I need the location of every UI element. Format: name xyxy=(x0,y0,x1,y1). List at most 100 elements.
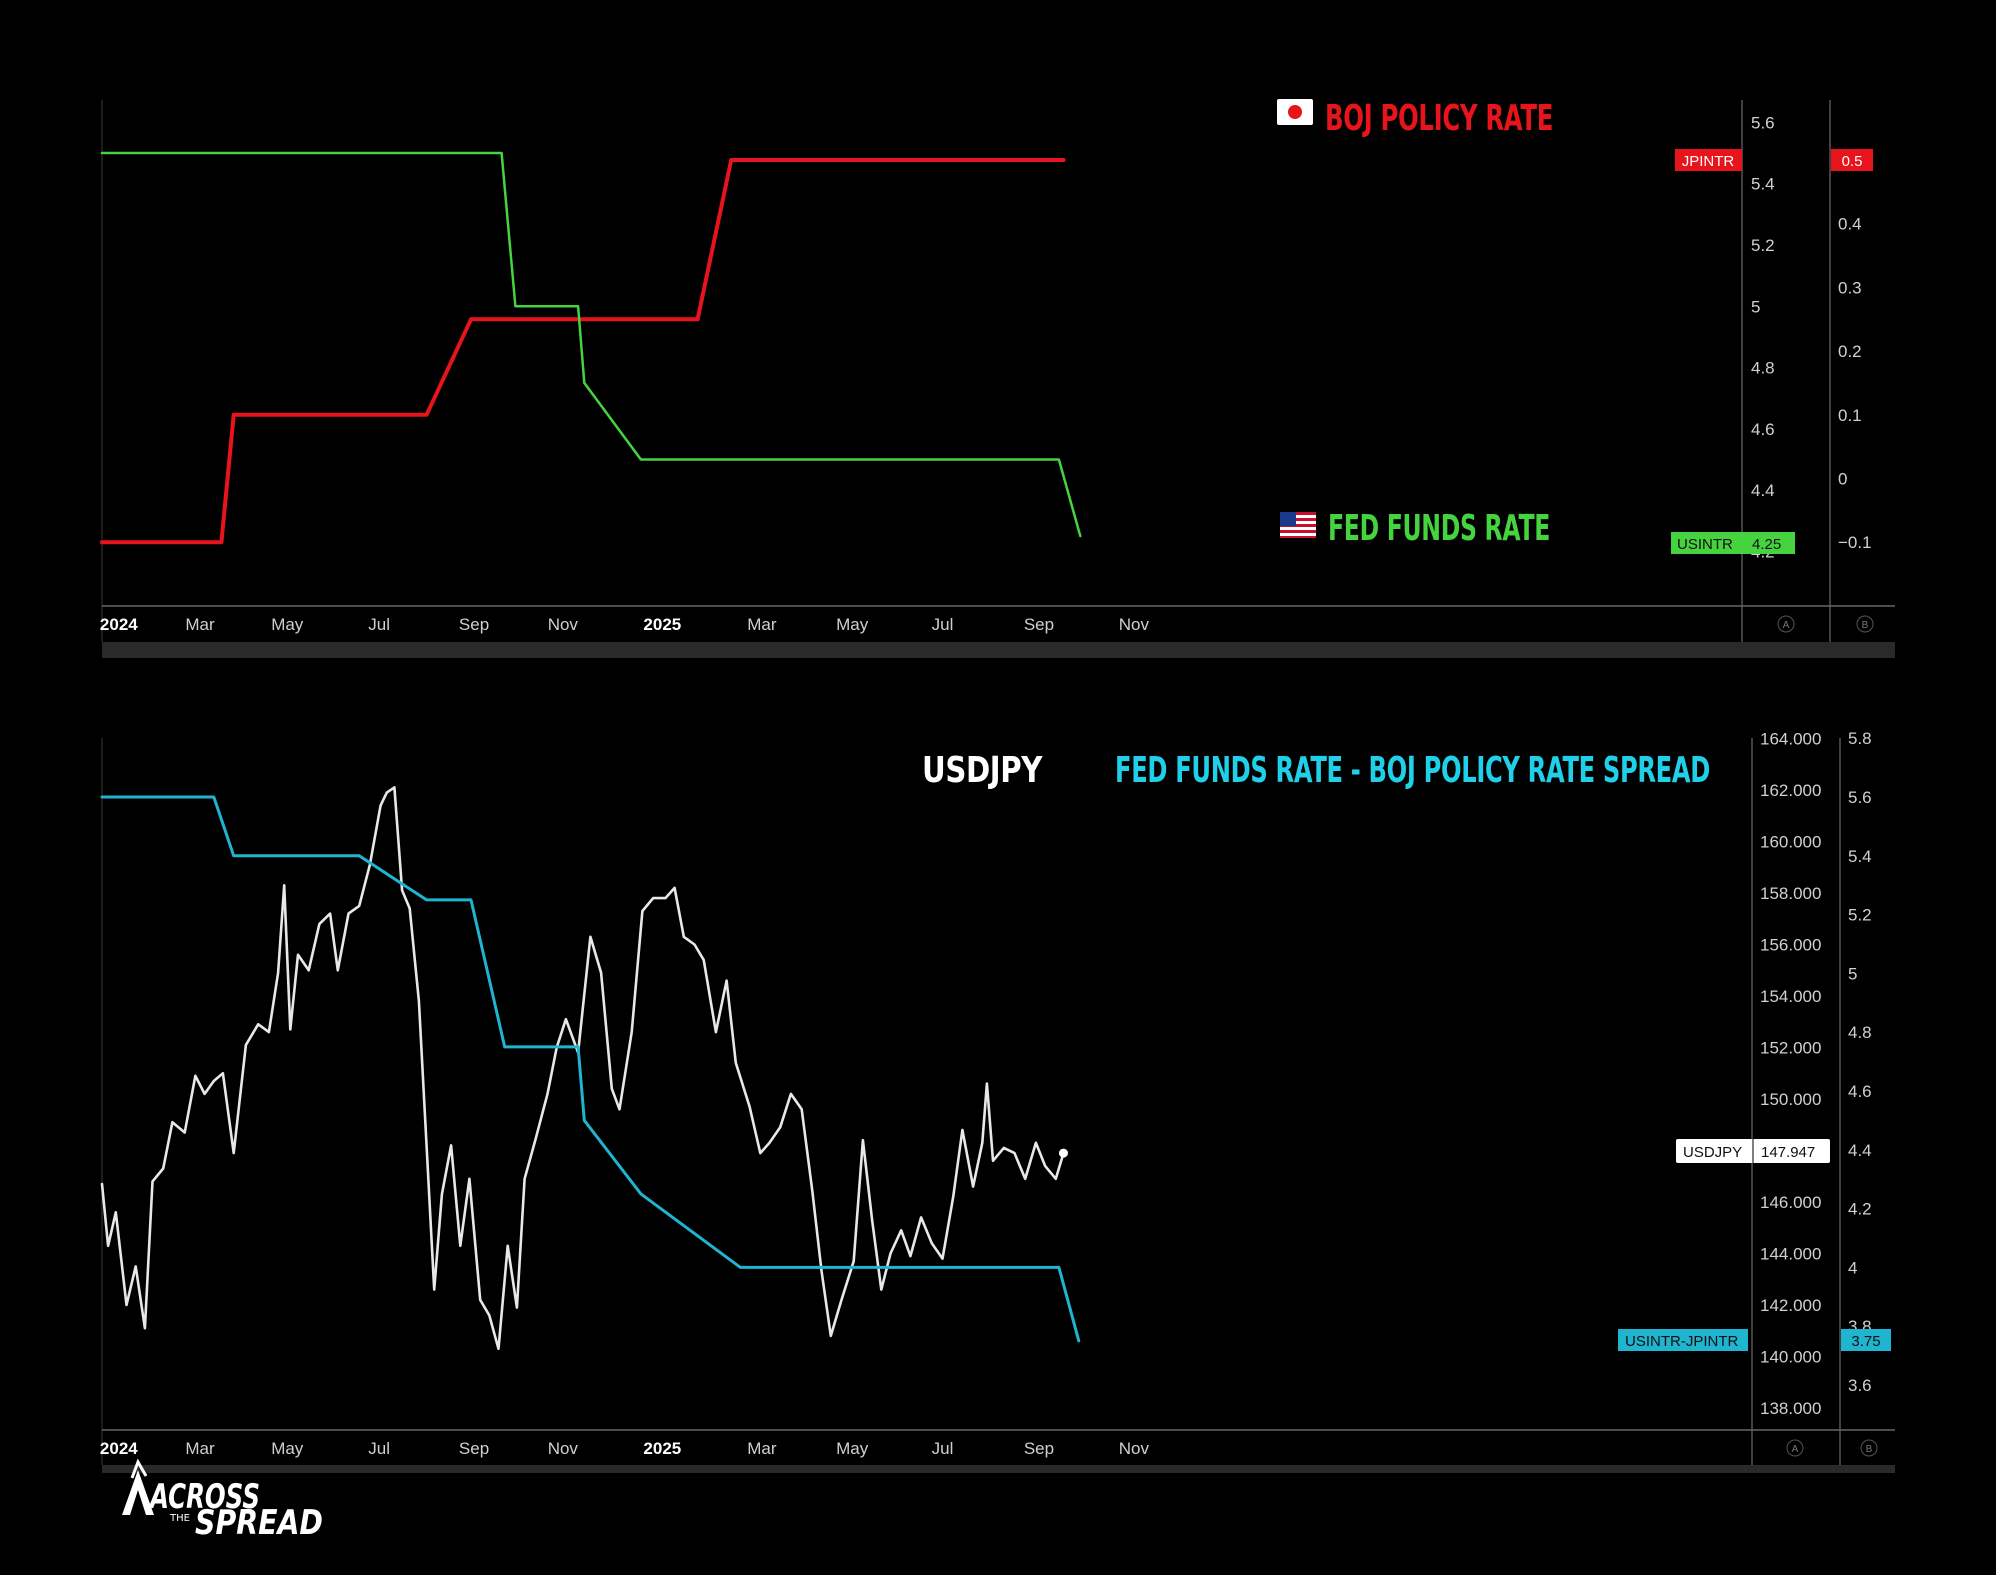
svg-text:A: A xyxy=(1792,1444,1799,1455)
axis-b-tick-label: 4 xyxy=(1848,1258,1857,1277)
axis-b-tick-label: 5.6 xyxy=(1848,788,1872,807)
spread-value-tag: 3.75 xyxy=(1841,1329,1891,1351)
svg-text:SPREAD: SPREAD xyxy=(195,1503,323,1543)
time-axis-label: May xyxy=(271,1439,304,1458)
panel2-axis-a: 164.000 162.000 160.000 158.000 156.000 154.0… xyxy=(1760,730,1821,1419)
svg-text:B: B xyxy=(1862,620,1869,631)
time-axis-label: 2025 xyxy=(643,615,681,634)
time-axis-label: Sep xyxy=(459,615,489,634)
time-axis-label: 2024 xyxy=(100,1439,138,1458)
axis-a-tick-label: 5.4 xyxy=(1751,175,1775,194)
axis-a-tick-label: 142.000 xyxy=(1760,1296,1821,1315)
axis-a-tick-label: 5.6 xyxy=(1751,113,1775,132)
panel1-axis-b: 0.5 0.4 0.3 0.2 0.1 0 −0.1 xyxy=(1838,151,1872,552)
jpintr-value-tag: 0.5 xyxy=(1831,149,1873,171)
panel1-bottom-bar xyxy=(102,642,1895,658)
axis-a-tick-label: 5 xyxy=(1751,297,1760,316)
axis-a-tick-label: 144.000 xyxy=(1760,1245,1821,1264)
fed-title: FED FUNDS RATE xyxy=(1328,508,1550,549)
us-flag-icon xyxy=(1280,512,1316,538)
axis-b-tick-label: 5.4 xyxy=(1848,847,1872,866)
svg-text:147.947: 147.947 xyxy=(1761,1144,1815,1161)
axis-a-tick-label: 4.4 xyxy=(1751,481,1775,500)
panel1-scale-b-button[interactable]: B xyxy=(1856,615,1874,633)
time-axis-label: Jul xyxy=(368,1439,390,1458)
panel1-series xyxy=(100,151,1082,545)
axis-b-tick-label: 4.8 xyxy=(1848,1023,1872,1042)
time-axis-label: May xyxy=(836,615,869,634)
svg-text:USDJPY: USDJPY xyxy=(1683,1144,1742,1161)
time-axis-label: Sep xyxy=(459,1439,489,1458)
svg-text:ACROSS: ACROSS xyxy=(148,1477,260,1517)
axis-a-tick-label: 162.000 xyxy=(1760,781,1821,800)
usdjpy-last-point xyxy=(1058,1148,1068,1158)
axis-a-tick-label: 140.000 xyxy=(1760,1348,1821,1367)
time-axis-label: Sep xyxy=(1024,1439,1054,1458)
time-axis-label: 2025 xyxy=(643,1439,681,1458)
axis-a-tick-label: 164.000 xyxy=(1760,730,1821,749)
axis-a-tick-label: 5.2 xyxy=(1751,236,1775,255)
time-axis-label: May xyxy=(836,1439,869,1458)
time-axis-label: Jul xyxy=(932,1439,954,1458)
svg-text:4.25: 4.25 xyxy=(1752,536,1781,553)
svg-text:0.5: 0.5 xyxy=(1842,153,1863,170)
panel1-time-axis: 2024 Mar May Jul Sep Nov 2025 Mar May Jul Sep Nov xyxy=(100,615,1150,634)
axis-b-tick-label: 0.1 xyxy=(1838,406,1862,425)
axis-a-tick-label: 152.000 xyxy=(1760,1039,1821,1058)
axis-a-tick-label: 4.8 xyxy=(1751,359,1775,378)
time-axis-label: Mar xyxy=(185,615,215,634)
series-line-jpintr xyxy=(100,158,1066,545)
panel1-axis-a: 5.65.45.254.84.64.44.2 xyxy=(1751,113,1775,561)
time-axis-label: Nov xyxy=(548,615,579,634)
panel-rates: 5.65.45.254.84.64.44.2 0.50.40.30.20.10−… xyxy=(100,98,1895,658)
time-axis-label: Mar xyxy=(747,1439,777,1458)
time-axis-label: May xyxy=(271,615,304,634)
spread-tag: USINTR-JPINTR xyxy=(1618,1329,1748,1351)
axis-a-tick-label: 138.000 xyxy=(1760,1399,1821,1418)
axis-a-tick-label: 150.000 xyxy=(1760,1090,1821,1109)
panel2-scale-a-button[interactable]: A xyxy=(1786,1439,1804,1457)
svg-text:3.75: 3.75 xyxy=(1851,1333,1880,1350)
axis-b-tick-label: 4.2 xyxy=(1848,1200,1872,1219)
panel2-series xyxy=(100,786,1081,1351)
time-axis-label: Nov xyxy=(1119,615,1150,634)
panel2-bottom-bar xyxy=(102,1465,1895,1473)
usdjpy-title: USDJPY xyxy=(922,750,1043,791)
svg-text:USINTR-JPINTR: USINTR-JPINTR xyxy=(1625,1333,1738,1350)
axis-b-tick-label: 3.6 xyxy=(1848,1376,1872,1395)
svg-text:B: B xyxy=(1866,1444,1873,1455)
panel-usdjpy: 164.000 162.000 160.000 158.000 156.000 154.0… xyxy=(100,729,1895,1473)
time-axis-label: Mar xyxy=(747,615,777,634)
time-axis-label: Mar xyxy=(185,1439,215,1458)
axis-b-tick-label: 4.6 xyxy=(1848,1082,1872,1101)
axis-b-tick-label: −0.1 xyxy=(1838,533,1872,552)
axis-b-tick-label: 4.4 xyxy=(1848,1141,1872,1160)
axis-a-tick-label: 154.000 xyxy=(1760,987,1821,1006)
axis-a-tick-label: 160.000 xyxy=(1760,833,1821,852)
time-axis-label: Nov xyxy=(548,1439,579,1458)
axis-b-tick-label: 5.8 xyxy=(1848,729,1872,748)
japan-flag-icon xyxy=(1277,99,1313,125)
svg-text:A: A xyxy=(1783,620,1790,631)
usintr-tag: USINTR 4.25 xyxy=(1671,532,1795,554)
across-the-spread-logo: ACROSS THE SPREAD xyxy=(122,1458,323,1543)
series-line-usintr-jpintr xyxy=(100,795,1081,1343)
series-line-usdjpy xyxy=(100,786,1065,1351)
time-axis-label: Jul xyxy=(368,615,390,634)
axis-a-tick-label: 4.6 xyxy=(1751,420,1775,439)
axis-a-tick-label: 146.000 xyxy=(1760,1193,1821,1212)
spread-title: FED FUNDS RATE - BOJ POLICY RATE SPREAD xyxy=(1115,750,1710,791)
svg-text:THE: THE xyxy=(169,1513,190,1524)
axis-a-tick-label: 156.000 xyxy=(1760,936,1821,955)
panel1-scale-a-button[interactable]: A xyxy=(1777,615,1795,633)
time-axis-label: Nov xyxy=(1119,1439,1150,1458)
svg-text:USINTR: USINTR xyxy=(1677,536,1733,553)
time-axis-label: Sep xyxy=(1024,615,1054,634)
axis-b-tick-label: 0.2 xyxy=(1838,342,1862,361)
time-axis-label: 2024 xyxy=(100,615,138,634)
jpintr-tag: JPINTR xyxy=(1675,149,1742,171)
axis-b-tick-label: 0.4 xyxy=(1838,215,1862,234)
svg-text:JPINTR: JPINTR xyxy=(1682,153,1735,170)
panel2-scale-b-button[interactable]: B xyxy=(1860,1439,1878,1457)
